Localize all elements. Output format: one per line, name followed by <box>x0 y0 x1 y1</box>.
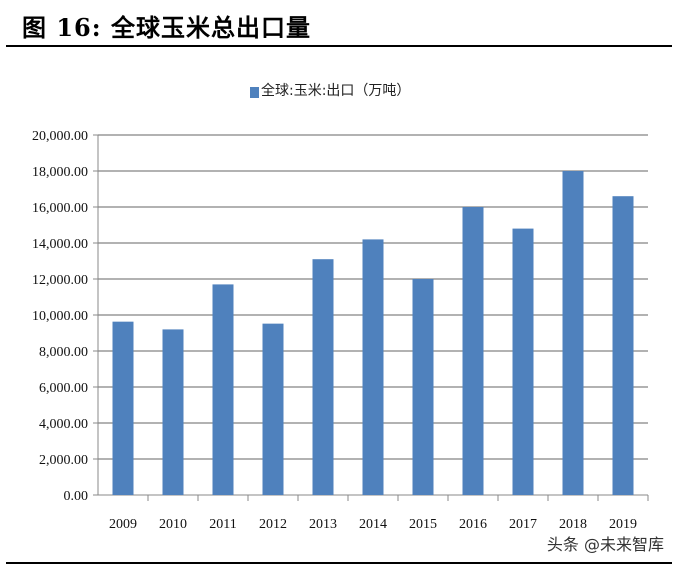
watermark: 头条 @未来智库 <box>546 535 664 554</box>
y-tick-label: 14,000.00 <box>32 237 88 252</box>
x-tick-label: 2010 <box>159 517 187 532</box>
figure-title: 图 16: 全球玉米总出口量 <box>22 13 311 42</box>
x-tick-label: 2018 <box>559 517 587 532</box>
x-tick-label: 2013 <box>309 517 337 532</box>
y-tick-label: 2,000.00 <box>39 453 88 468</box>
bar-2016 <box>462 207 484 495</box>
y-tick-label: 16,000.00 <box>32 201 88 216</box>
x-tick-label: 2009 <box>109 517 137 532</box>
y-tick-label: 18,000.00 <box>32 165 88 180</box>
y-tick-label: 0.00 <box>64 489 89 504</box>
x-tick-label: 2019 <box>609 517 637 532</box>
bar-2018 <box>562 171 584 495</box>
y-tick-label: 10,000.00 <box>32 309 88 324</box>
top-rule <box>6 45 672 47</box>
x-tick-label: 2011 <box>209 517 236 532</box>
bottom-rule <box>6 562 672 564</box>
y-tick-label: 20,000.00 <box>32 129 88 144</box>
x-tick-label: 2016 <box>459 517 487 532</box>
legend-label: 全球:玉米:出口（万吨） <box>261 83 411 99</box>
y-tick-label: 12,000.00 <box>32 273 88 288</box>
bar-2013 <box>312 259 334 495</box>
bar-2019 <box>612 196 634 495</box>
legend: 全球:玉米:出口（万吨） <box>250 80 410 100</box>
y-tick-label: 4,000.00 <box>39 417 88 432</box>
bar-2011 <box>212 284 234 495</box>
x-tick-label: 2014 <box>359 517 387 532</box>
legend-swatch <box>250 86 259 98</box>
x-tick-label: 2015 <box>409 517 437 532</box>
bar-2010 <box>162 329 184 495</box>
bar-2014 <box>362 239 384 495</box>
bar-2015 <box>412 279 434 495</box>
bar-2012 <box>262 323 284 495</box>
y-tick-label: 8,000.00 <box>39 345 88 360</box>
bar-2017 <box>512 228 534 495</box>
x-tick-label: 2017 <box>509 517 537 532</box>
x-tick-label: 2012 <box>259 517 287 532</box>
y-tick-label: 6,000.00 <box>39 381 88 396</box>
bar-2009 <box>112 321 134 495</box>
